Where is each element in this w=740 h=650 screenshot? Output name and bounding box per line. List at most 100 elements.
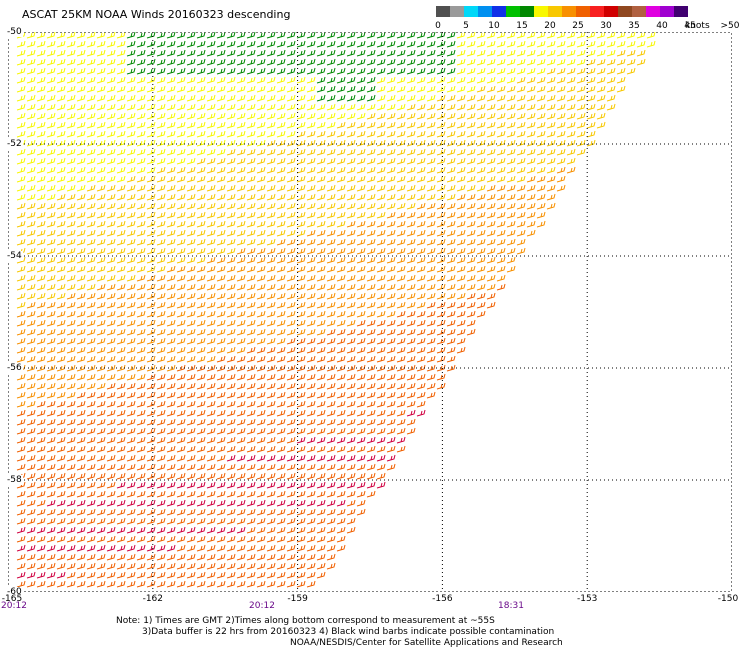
wind-barb [156,274,166,282]
wind-barb [76,337,86,345]
wind-barb [106,427,116,435]
wind-barb [186,454,196,462]
wind-barb [286,130,296,138]
wind-barb [366,364,376,372]
wind-barb [136,355,146,363]
wind-barb [66,40,76,48]
wind-barb [286,166,296,174]
wind-barb [146,139,156,147]
wind-barb [436,229,446,237]
wind-barb [476,301,486,309]
wind-barb [446,85,456,93]
wind-barb [216,148,226,156]
wind-barb [406,427,416,435]
wind-barb [86,292,96,300]
wind-barb [126,32,136,39]
wind-barb [246,32,256,39]
wind-barb [406,85,416,93]
wind-barb [376,427,386,435]
wind-barb [146,32,156,39]
wind-barb [196,391,206,399]
wind-barb [186,121,196,129]
wind-barb [186,283,196,291]
wind-barb [546,58,556,66]
wind-barb [306,166,316,174]
wind-barb [106,544,116,552]
wind-barb [226,355,236,363]
wind-barb [26,436,36,444]
wind-barb [276,355,286,363]
wind-barb [306,238,316,246]
wind-barb [366,436,376,444]
wind-barb [316,418,326,426]
wind-barb [146,202,156,210]
wind-barb [326,40,336,48]
wind-barb [276,148,286,156]
wind-barb [396,355,406,363]
wind-barb [206,256,216,264]
wind-barb [166,229,176,237]
wind-barb [336,292,346,300]
wind-barb [346,517,356,525]
wind-barb [446,40,456,48]
wind-barb [306,391,316,399]
wind-barb [356,346,366,354]
wind-barb [166,391,176,399]
wind-barb [326,436,336,444]
wind-barb [266,166,276,174]
wind-barb [326,94,336,102]
wind-barb [346,94,356,102]
wind-barb [476,85,486,93]
wind-barb [26,184,36,192]
wind-barb [136,202,146,210]
wind-barb [436,310,446,318]
wind-barb [76,58,86,66]
wind-barb [96,58,106,66]
wind-barb [356,247,366,255]
wind-barb [186,508,196,516]
wind-barb [46,283,56,291]
wind-barb [266,175,276,183]
wind-barb [46,562,56,570]
wind-barb [126,121,136,129]
wind-barb [126,40,136,48]
wind-barb [216,553,226,561]
wind-barb [146,553,156,561]
wind-barb [246,211,256,219]
wind-barb [26,418,36,426]
wind-barb [266,535,276,543]
wind-barb [116,157,126,165]
wind-barb [66,193,76,201]
wind-barb [396,193,406,201]
wind-barb [506,256,516,264]
wind-barb [136,301,146,309]
wind-barb [286,454,296,462]
wind-barb [26,409,36,417]
wind-barb [136,112,146,120]
wind-barb [226,130,236,138]
wind-barb [516,130,526,138]
wind-barb [126,553,136,561]
wind-barb [206,337,216,345]
wind-barb [396,328,406,336]
wind-barb [446,319,456,327]
wind-barb [196,247,206,255]
wind-barb [176,76,186,84]
legend-swatch [674,6,688,17]
wind-barb [226,562,236,570]
wind-barb [386,274,396,282]
wind-barb [106,265,116,273]
wind-barb [366,256,376,264]
wind-barb [246,355,256,363]
wind-barb [156,32,166,39]
wind-barb [256,490,266,498]
wind-barb [16,490,26,498]
wind-barb [286,58,296,66]
wind-barb [356,463,366,471]
wind-barb [296,121,306,129]
wind-barb [106,328,116,336]
wind-barb [336,175,346,183]
wind-barb [586,94,596,102]
wind-barb [296,517,306,525]
wind-barb [176,418,186,426]
